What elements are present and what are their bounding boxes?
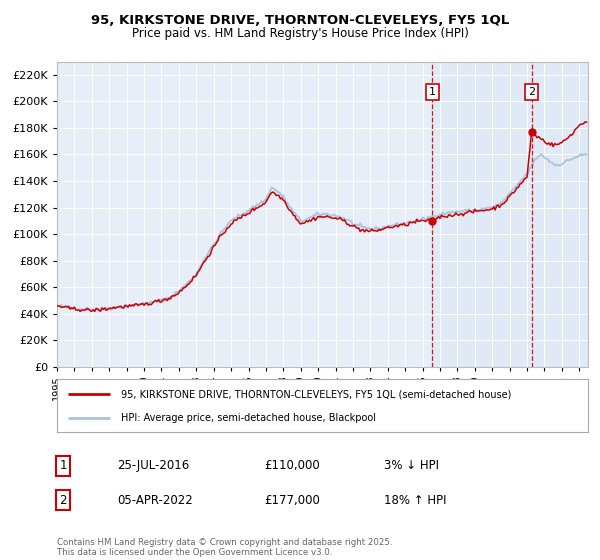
Text: HPI: Average price, semi-detached house, Blackpool: HPI: Average price, semi-detached house,… <box>121 413 376 423</box>
Text: 2: 2 <box>59 493 67 507</box>
Text: Price paid vs. HM Land Registry's House Price Index (HPI): Price paid vs. HM Land Registry's House … <box>131 27 469 40</box>
Text: 2: 2 <box>528 87 535 97</box>
Text: 1: 1 <box>59 459 67 473</box>
Text: £177,000: £177,000 <box>264 493 320 507</box>
Text: 25-JUL-2016: 25-JUL-2016 <box>117 459 189 473</box>
Text: £110,000: £110,000 <box>264 459 320 473</box>
Text: 95, KIRKSTONE DRIVE, THORNTON-CLEVELEYS, FY5 1QL: 95, KIRKSTONE DRIVE, THORNTON-CLEVELEYS,… <box>91 14 509 27</box>
Text: 95, KIRKSTONE DRIVE, THORNTON-CLEVELEYS, FY5 1QL (semi-detached house): 95, KIRKSTONE DRIVE, THORNTON-CLEVELEYS,… <box>121 389 511 399</box>
Text: 05-APR-2022: 05-APR-2022 <box>117 493 193 507</box>
Bar <box>433 62 588 367</box>
Text: 18% ↑ HPI: 18% ↑ HPI <box>384 493 446 507</box>
Text: Contains HM Land Registry data © Crown copyright and database right 2025.
This d: Contains HM Land Registry data © Crown c… <box>57 538 392 557</box>
Text: 1: 1 <box>429 87 436 97</box>
Text: 3% ↓ HPI: 3% ↓ HPI <box>384 459 439 473</box>
